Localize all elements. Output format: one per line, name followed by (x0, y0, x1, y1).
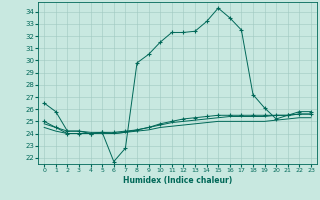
X-axis label: Humidex (Indice chaleur): Humidex (Indice chaleur) (123, 176, 232, 185)
